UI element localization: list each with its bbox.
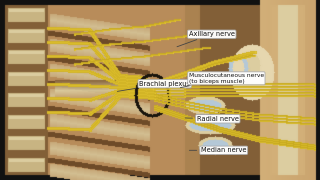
Text: Median nerve: Median nerve <box>189 147 246 153</box>
Text: Brachial plexus: Brachial plexus <box>117 81 190 91</box>
Text: Musculocutaneous nerve
(to biceps muscle): Musculocutaneous nerve (to biceps muscle… <box>180 73 264 88</box>
Text: Radial nerve: Radial nerve <box>185 116 239 122</box>
Text: Axillary nerve: Axillary nerve <box>177 31 235 47</box>
